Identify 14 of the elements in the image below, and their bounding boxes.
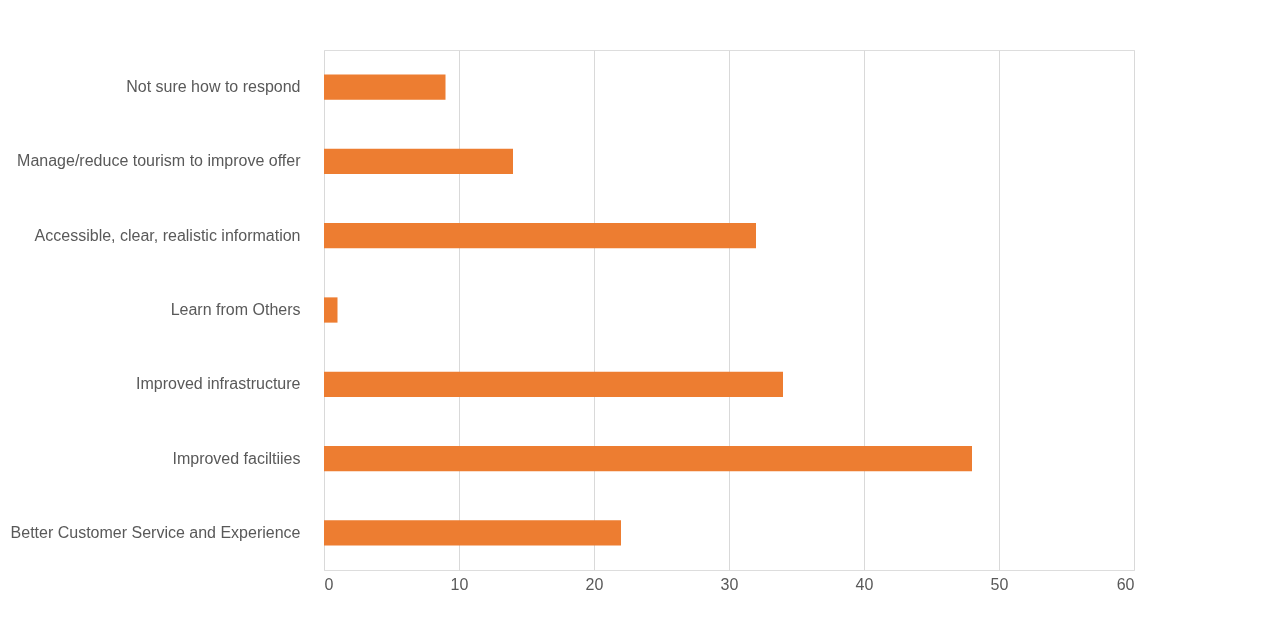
x-tick-label: 10	[450, 575, 469, 593]
y-tick-label: Accessible, clear, realistic information	[34, 226, 301, 244]
y-tick-label: Not sure how to respond	[126, 78, 301, 96]
x-tick-label: 30	[720, 575, 739, 593]
x-tick-label: 60	[1116, 575, 1135, 593]
x-tick-label: 0	[324, 575, 334, 593]
y-tick-label: Learn from Others	[170, 301, 301, 318]
x-tick-label: 40	[855, 575, 874, 593]
x-tick-label: 50	[990, 575, 1009, 593]
y-tick-label: Manage/reduce tourism to improve offer	[17, 152, 302, 170]
y-tick-label: Improved faciltiies	[172, 449, 301, 467]
y-tick-label: Better Customer Service and Experience	[10, 523, 301, 541]
x-tick-label: 20	[585, 575, 604, 593]
y-tick-label: Improved infrastructure	[135, 375, 301, 393]
